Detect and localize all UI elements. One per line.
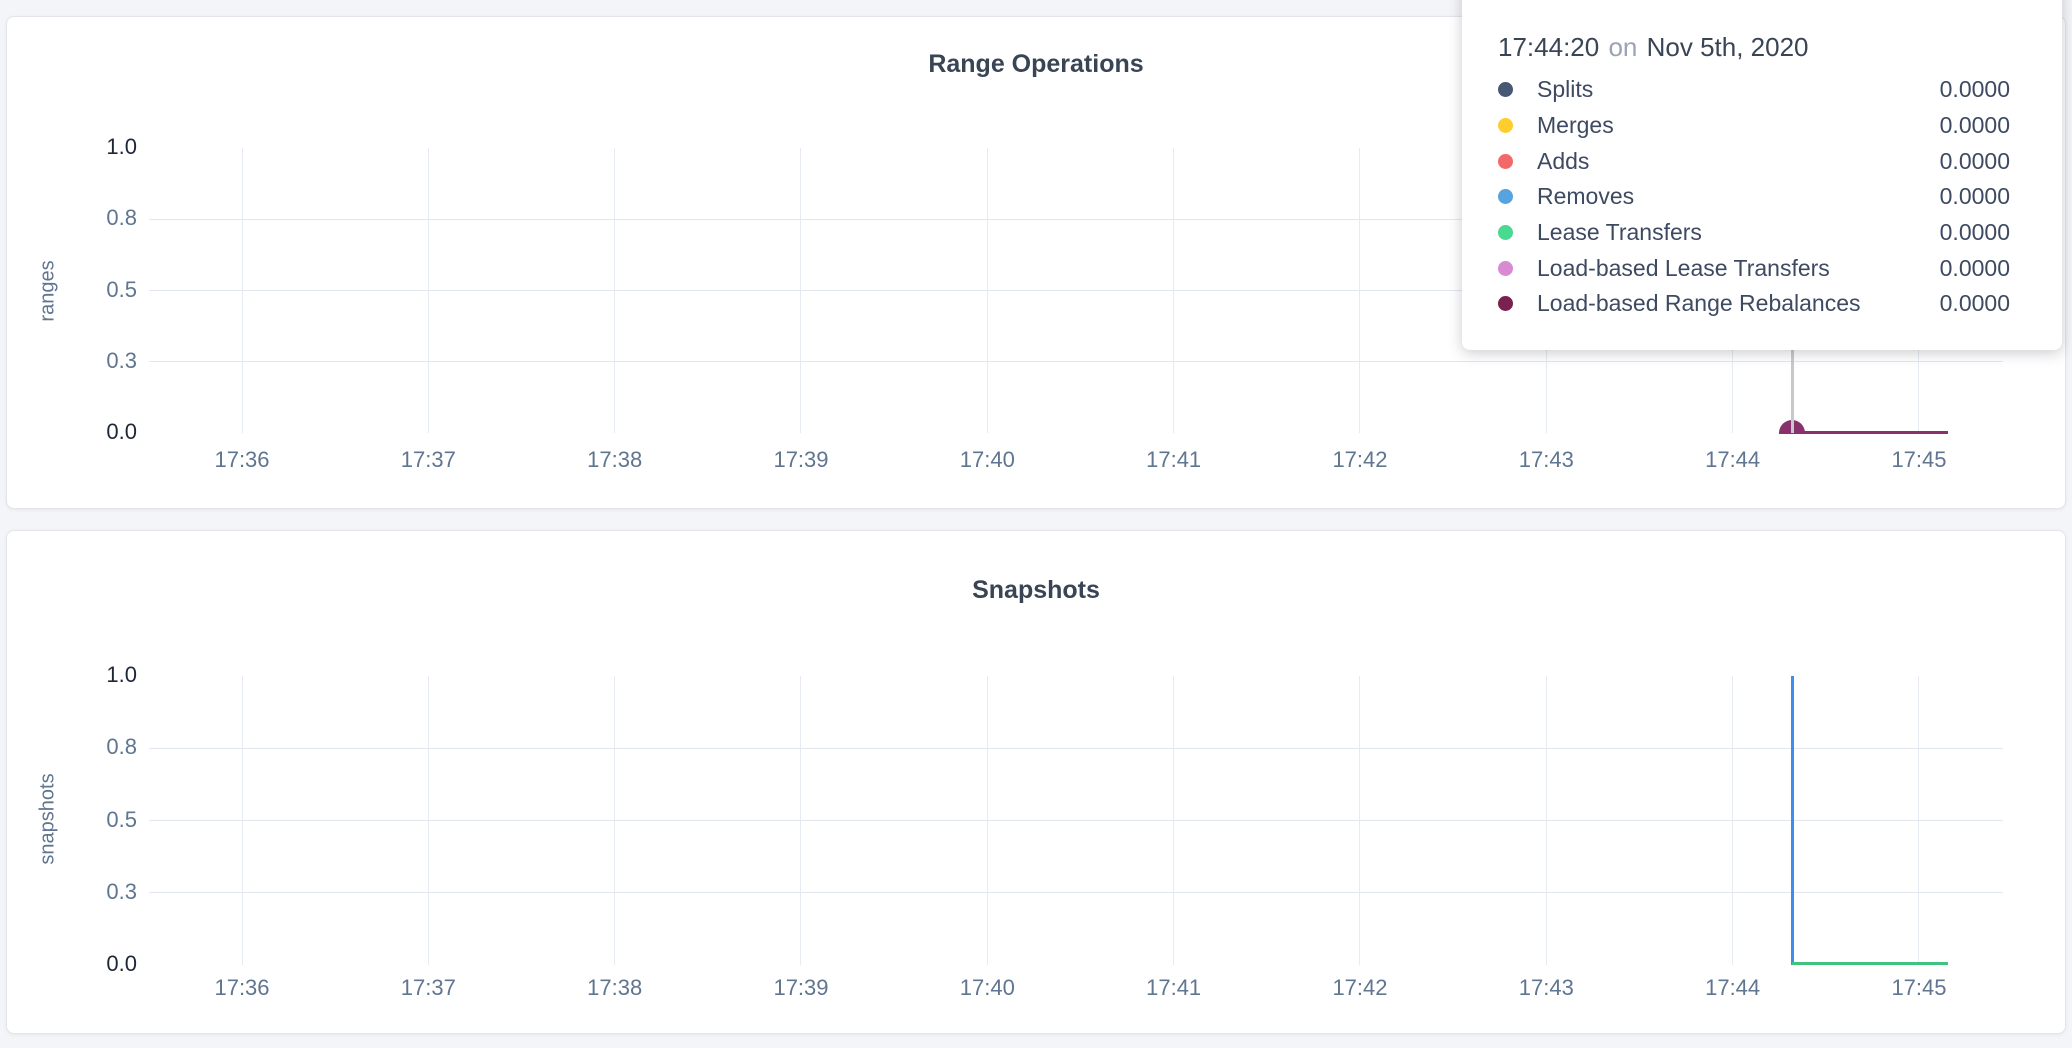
series-value: 0.0000	[1939, 183, 2010, 210]
chart-title: Range Operations	[928, 50, 1144, 78]
x-tick-label: 17:41	[1146, 447, 1202, 472]
series-value: 0.0000	[1939, 254, 2010, 281]
x-tick-label: 17:40	[959, 975, 1015, 1000]
x-gridline	[986, 148, 988, 433]
series-color-dot-icon	[1498, 189, 1513, 205]
y-gridline	[149, 361, 2003, 363]
series-label: Load-based Range Rebalances	[1537, 290, 1861, 317]
y-tick-label: 0.5	[106, 276, 137, 302]
x-gridline	[241, 148, 243, 433]
snapshots-chart-card: Snapshots snapshots 0.0 0.3 0.5 0.8 1.0 17:45…	[6, 530, 2066, 1034]
x-tick-label: 17:45	[1891, 975, 1947, 1000]
tooltip-series-row: Lease Transfers 0.0000	[1498, 215, 2010, 251]
series-label: Removes	[1537, 183, 1635, 210]
series-spike-blue	[1790, 676, 1794, 965]
y-tick-label: 1.0	[106, 134, 137, 159]
series-color-dot-icon	[1498, 225, 1513, 241]
x-gridline	[241, 676, 243, 965]
x-gridline	[986, 676, 988, 965]
x-tick-label: 17:44	[1705, 975, 1761, 1000]
x-tick-label: 17:42	[1332, 975, 1388, 1000]
x-gridline	[614, 676, 616, 965]
y-gridline	[149, 820, 2003, 821]
y-tick-label: 0.8	[106, 205, 137, 231]
series-color-dot-icon	[1498, 260, 1513, 276]
series-label: Load-based Lease Transfers	[1537, 254, 1830, 281]
hover-tooltip: 17:44:20 on Nov 5th, 2020 Splits 0.0000 Me…	[1462, 0, 2062, 350]
tooltip-series-row: Splits 0.0000	[1498, 72, 2010, 108]
y-tick-label: 1.0	[106, 662, 137, 687]
x-tick-label: 17:43	[1518, 975, 1574, 1000]
series-label: Lease Transfers	[1537, 219, 1702, 246]
x-tick-label: 17:39	[773, 447, 829, 472]
x-tick-label: 17:42	[1332, 447, 1388, 472]
x-tick-label: 17:36	[214, 975, 270, 1000]
x-tick-label: 17:38	[587, 975, 643, 1000]
series-color-dot-icon	[1498, 82, 1513, 98]
x-gridline	[614, 148, 616, 433]
x-gridline	[1359, 148, 1361, 433]
y-tick-label: 0.3	[106, 878, 137, 904]
y-tick-label: 0.8	[106, 734, 137, 760]
series-line-green	[1792, 962, 1948, 965]
x-tick-label: 17:40	[959, 447, 1015, 472]
tooltip-time: 17:44:20	[1498, 32, 1600, 62]
x-gridline	[1918, 676, 1920, 965]
series-label: Adds	[1537, 147, 1590, 174]
series-color-dot-icon	[1498, 118, 1513, 134]
y-tick-label: 0.0	[106, 951, 137, 976]
tooltip-series-row: Load-based Lease Transfers 0.0000	[1498, 250, 2010, 286]
series-line-load-based-range-rebalances	[1792, 431, 1948, 434]
x-tick-label: 17:37	[400, 975, 456, 1000]
x-gridline	[800, 148, 802, 433]
y-tick-label: 0.3	[106, 347, 137, 373]
x-tick-label: 17:37	[400, 447, 456, 472]
tooltip-series-row: Adds 0.0000	[1498, 143, 2010, 179]
x-gridline	[427, 676, 429, 965]
y-gridline	[149, 892, 2003, 894]
series-value: 0.0000	[1939, 290, 2010, 317]
x-gridline	[800, 676, 802, 965]
series-color-dot-icon	[1498, 296, 1513, 312]
x-gridline	[1173, 148, 1175, 433]
x-tick-label: 17:41	[1146, 975, 1202, 1000]
x-gridline	[1173, 676, 1175, 965]
x-gridline	[1732, 676, 1734, 965]
tooltip-date: Nov 5th, 2020	[1646, 32, 1809, 62]
x-tick-label: 17:43	[1518, 447, 1574, 472]
x-tick-label: 17:45	[1891, 447, 1947, 472]
series-value: 0.0000	[1939, 76, 2010, 103]
series-value: 0.0000	[1939, 147, 2010, 174]
tooltip-rows: Splits 0.0000 Merges 0.0000 Adds 0.0000 Remove…	[1498, 72, 2010, 322]
plot-area[interactable]: 0.0 0.3 0.5 0.8 1.0 17:45 17:44 17:43 17:42 17:41…	[7, 531, 2065, 1033]
x-gridline	[427, 148, 429, 433]
chart-title: Snapshots	[972, 576, 1100, 604]
series-label: Splits	[1537, 76, 1594, 103]
x-gridline	[1359, 676, 1361, 965]
tooltip-series-row: Removes 0.0000	[1498, 179, 2010, 215]
y-tick-label: 0.5	[106, 806, 137, 832]
y-gridline	[149, 747, 2003, 749]
tooltip-connector: on	[1608, 32, 1638, 62]
x-tick-label: 17:39	[773, 975, 829, 1000]
tooltip-series-row: Merges 0.0000	[1498, 108, 2010, 144]
tooltip-series-row: Load-based Range Rebalances 0.0000	[1498, 286, 2010, 322]
x-tick-label: 17:36	[214, 447, 270, 472]
series-color-dot-icon	[1498, 153, 1513, 169]
y-gridline	[149, 218, 2003, 220]
tooltip-timestamp: 17:44:20 on Nov 5th, 2020	[1498, 30, 2010, 64]
x-gridline	[1545, 676, 1547, 965]
y-tick-label: 0.0	[106, 419, 137, 444]
series-value: 0.0000	[1939, 219, 2010, 246]
y-gridline	[149, 290, 2003, 291]
x-tick-label: 17:38	[587, 447, 643, 472]
series-value: 0.0000	[1939, 112, 2010, 139]
plot-area[interactable]: 0.0 0.3 0.5 0.8 1.0 17:45 17:44 17:43 17:42 17:41…	[7, 17, 2065, 508]
series-label: Merges	[1537, 112, 1614, 139]
x-tick-label: 17:44	[1705, 447, 1761, 472]
